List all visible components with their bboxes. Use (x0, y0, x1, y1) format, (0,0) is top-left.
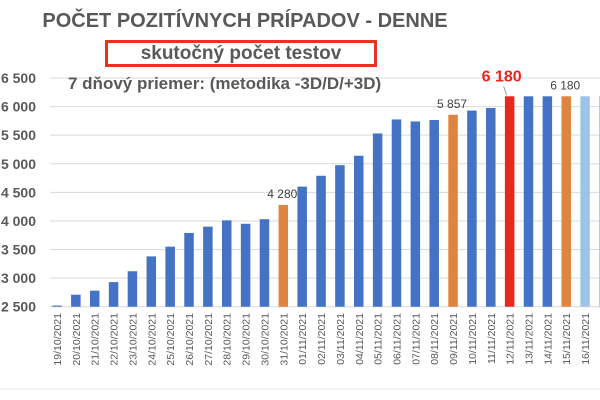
bar (71, 294, 81, 307)
bar (278, 204, 289, 307)
x-tick-label: 24/10/2021 (146, 313, 158, 366)
y-tick-label: 6 500 (1, 70, 36, 86)
bar (221, 220, 232, 307)
x-tick-label: 27/10/2021 (203, 313, 215, 366)
x-tick-label: 04/11/2021 (354, 313, 366, 365)
bar (580, 96, 590, 307)
y-tick-label: 5 500 (1, 127, 36, 143)
x-tick-label: 15/11/2021 (561, 313, 573, 365)
data-label: 5 857 (437, 97, 467, 111)
bar (335, 165, 345, 307)
data-label: 6 180 (482, 68, 522, 85)
bar (542, 96, 553, 307)
x-tick-label: 20/10/2021 (71, 313, 83, 366)
bar (184, 232, 194, 307)
bar (127, 271, 138, 307)
bar (448, 114, 458, 307)
y-tick-label: 4 500 (1, 184, 36, 200)
bar (108, 282, 119, 307)
bar (354, 155, 364, 307)
bar (165, 246, 175, 307)
bar (203, 226, 213, 307)
x-tick-label: 03/11/2021 (335, 313, 347, 365)
x-tick-label: 01/11/2021 (297, 313, 309, 365)
x-tick-label: 11/11/2021 (486, 313, 498, 364)
x-tick-label: 09/11/2021 (448, 313, 460, 365)
bar (89, 290, 100, 307)
bar (240, 223, 251, 307)
x-tick-label: 10/11/2021 (467, 313, 479, 365)
chart-title: POČET POZITÍVNYCH PRÍPADOV - DENNE (42, 10, 448, 32)
bar (486, 108, 496, 307)
x-tick-label: 16/11/2021 (580, 313, 592, 365)
x-tick-label: 19/10/2021 (52, 313, 64, 366)
bar (410, 121, 421, 307)
x-tick-label: 25/10/2021 (165, 313, 177, 366)
x-tick-label: 07/11/2021 (410, 313, 422, 365)
y-tick-label: 5 000 (1, 156, 36, 172)
x-tick-label: 08/11/2021 (429, 313, 441, 365)
x-tick-label: 14/11/2021 (542, 313, 554, 365)
chart-note: 7 dňový priemer: (metodika -3D/D/+3D) (68, 74, 382, 93)
x-tick-label: 06/11/2021 (391, 313, 403, 365)
x-tick-label: 28/10/2021 (222, 313, 234, 366)
x-tick-label: 31/10/2021 (278, 313, 290, 366)
bar (316, 175, 326, 307)
bar (259, 219, 270, 307)
x-tick-label: 30/10/2021 (259, 313, 271, 366)
bar (467, 110, 477, 307)
y-tick-label: 6 000 (1, 99, 36, 115)
bar (504, 96, 515, 307)
bar (391, 119, 402, 307)
x-tick-label: 02/11/2021 (316, 313, 328, 365)
y-tick-label: 3 000 (1, 270, 36, 286)
data-label: 6 180 (550, 78, 580, 92)
data-label: 4 280 (267, 187, 297, 201)
x-tick-label: 21/10/2021 (90, 313, 102, 366)
y-tick-label: 4 000 (1, 213, 36, 229)
bar (429, 120, 439, 307)
y-tick-label: 3 500 (1, 242, 36, 258)
y-tick-label: 2 500 (1, 299, 36, 315)
x-tick-label: 23/10/2021 (127, 313, 139, 366)
x-tick-label: 29/10/2021 (241, 313, 253, 366)
chart-subtitle-box: skutočný počet testov (105, 40, 377, 67)
bar (372, 133, 383, 307)
bar (561, 96, 571, 307)
x-tick-label: 05/11/2021 (373, 313, 385, 365)
bar (523, 96, 534, 307)
x-tick-label: 12/11/2021 (505, 313, 517, 365)
bar (297, 186, 307, 307)
x-tick-label: 13/11/2021 (524, 313, 536, 365)
x-tick-label: 26/10/2021 (184, 313, 196, 366)
bar (146, 256, 157, 307)
x-tick-label: 22/10/2021 (109, 313, 121, 366)
bar (52, 305, 62, 307)
x-tick-label: 17/11/2021 (599, 313, 600, 365)
leader-line (503, 86, 508, 96)
